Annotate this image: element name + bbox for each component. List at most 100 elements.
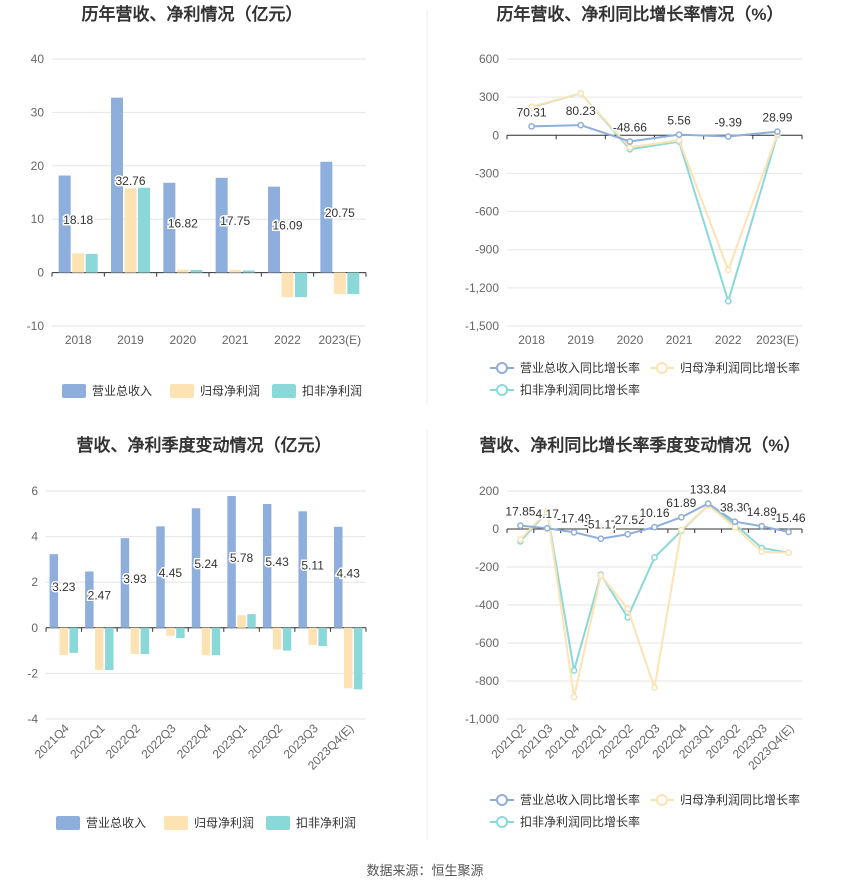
line-归母净利润同比增长率 <box>519 503 789 698</box>
y-tick-label: -10 <box>27 319 45 333</box>
point-归母净利润同比增长率 <box>577 89 585 97</box>
line-data-label: 10.16 <box>639 506 669 520</box>
line-data-label: -15.46 <box>772 511 806 525</box>
y-tick-label: 6 <box>31 484 38 498</box>
bar-扣非净利润 <box>247 614 256 628</box>
line-data-label: 28.99 <box>762 111 792 125</box>
bar-营业总收入 <box>85 571 94 628</box>
bar-营业总收入 <box>268 186 280 273</box>
point-归母净利润同比增长率 <box>570 693 578 701</box>
point-营业总收入同比增长率 <box>774 128 781 135</box>
line-data-label: -48.66 <box>613 120 647 134</box>
point-归母净利润同比增长率 <box>785 549 792 557</box>
bar-扣非净利润 <box>138 187 150 273</box>
point-营业总收入同比增长率 <box>528 122 535 130</box>
x-tick-label: 2023(E) <box>756 333 799 347</box>
bar-扣非净利润 <box>140 627 150 655</box>
point-扣非净利润同比增长率 <box>724 297 732 305</box>
x-tick-label: 2019 <box>567 333 594 347</box>
bar-扣非净利润 <box>190 269 203 273</box>
point-营业总收入同比增长率 <box>543 524 551 532</box>
bar-营业总收入 <box>58 175 71 273</box>
point-营业总收入同比增长率 <box>570 528 578 536</box>
bar-扣非净利润 <box>211 627 221 656</box>
y-tick-label: -200 <box>475 560 499 574</box>
bar-归母净利润 <box>166 627 175 636</box>
legend-label: 归母净利润 <box>194 816 254 830</box>
y-tick-label: -1,200 <box>465 281 499 295</box>
point-营业总收入同比增长率 <box>704 500 712 507</box>
x-tick-label: 2022Q3 <box>138 721 178 761</box>
legend-marker <box>656 362 668 374</box>
legend-swatch <box>266 816 290 830</box>
point-归母净利润同比增长率 <box>624 605 632 613</box>
chart-annual-line: 历年营收、净利同比增长率情况（%） -1,500 -1,200 -900 -600 -30… <box>465 4 803 397</box>
point-扣非净利润同比增长率 <box>570 667 578 674</box>
x-tick-label: 2018 <box>65 333 92 347</box>
bar-营业总收入 <box>215 177 228 273</box>
x-tick-label: 2022 <box>274 333 301 347</box>
point-营业总收入同比增长率 <box>626 138 634 145</box>
legend-swatch <box>272 384 296 398</box>
bar-归母净利润 <box>272 627 282 650</box>
bar-归母净利润 <box>59 627 69 656</box>
point-营业总收入同比增长率 <box>597 535 605 543</box>
bar-data-label: 4.45 <box>159 566 183 580</box>
bar-营业总收入 <box>163 182 176 273</box>
point-归母净利润同比增长率 <box>597 572 605 579</box>
bar-扣非净利润 <box>282 627 292 651</box>
chart-quarterly-line: 营收、净利同比增长率季度变动情况（%） -1,000 -800 -600 -400 -20… <box>465 435 807 829</box>
x-tick-label: 2021 <box>666 333 693 347</box>
y-tick-label: 20 <box>31 159 45 173</box>
line-归母净利润同比增长率 <box>531 92 779 273</box>
y-tick-label: -2 <box>27 666 38 680</box>
bar-营业总收入 <box>120 538 130 628</box>
bar-data-label: 17.75 <box>220 214 250 228</box>
x-tick-label: 2022Q4 <box>174 721 214 761</box>
y-tick-label: 200 <box>479 484 499 498</box>
legend-swatch <box>56 816 80 830</box>
y-tick-label: 40 <box>31 52 45 66</box>
y-tick-label: -4 <box>27 712 38 726</box>
line-data-label: 5.56 <box>667 114 691 128</box>
y-tick-label: -1,000 <box>465 712 499 726</box>
legend-marker <box>496 794 508 806</box>
bar-data-label: 2.47 <box>88 589 112 603</box>
bar-营业总收入 <box>334 526 343 628</box>
x-tick-label: 2022 <box>715 333 742 347</box>
chart-annual-bar: 历年营收、净利情况（亿元） -10 0 10 20 30 40 2018 2019 2020 202… <box>27 4 367 398</box>
y-tick-label: 0 <box>31 621 38 635</box>
bar-营业总收入 <box>298 511 307 628</box>
y-tick-label: 0 <box>492 522 499 536</box>
bar-归母净利润 <box>333 272 346 294</box>
bar-data-label: 16.82 <box>168 217 198 231</box>
bar-扣非净利润 <box>347 272 360 294</box>
bar-营业总收入 <box>227 496 236 628</box>
y-tick-label: -1,500 <box>465 319 499 333</box>
legend-marker <box>496 362 508 374</box>
bar-data-label: 3.23 <box>52 580 76 594</box>
line-data-label: -17.49 <box>557 511 591 525</box>
bar-归母净利润 <box>201 627 211 656</box>
y-tick-label: 10 <box>31 212 45 226</box>
legend-label: 归母净利润同比增长率 <box>680 360 800 375</box>
legend-marker <box>496 384 508 396</box>
x-tick-label: 2022Q1 <box>67 721 107 761</box>
bar-data-label: 5.78 <box>230 551 254 565</box>
point-营业总收入同比增长率 <box>758 522 766 530</box>
legend-swatch <box>170 384 194 398</box>
y-tick-label: -300 <box>475 166 499 180</box>
y-tick-label: -400 <box>475 598 499 612</box>
bar-归母净利润 <box>130 627 140 655</box>
bar-归母净利润 <box>124 188 137 273</box>
line-data-label: 4.17 <box>536 507 560 521</box>
bar-扣非净利润 <box>242 270 255 273</box>
legend-label: 营业总收入 <box>92 384 152 398</box>
line-data-label: -51.17 <box>584 518 618 532</box>
chart-title: 营收、净利同比增长率季度变动情况（%） <box>479 435 800 455</box>
point-营业总收入同比增长率 <box>677 513 685 521</box>
bar-data-label: 18.18 <box>63 213 93 227</box>
bar-归母净利润 <box>343 627 353 689</box>
bar-营业总收入 <box>320 161 333 273</box>
